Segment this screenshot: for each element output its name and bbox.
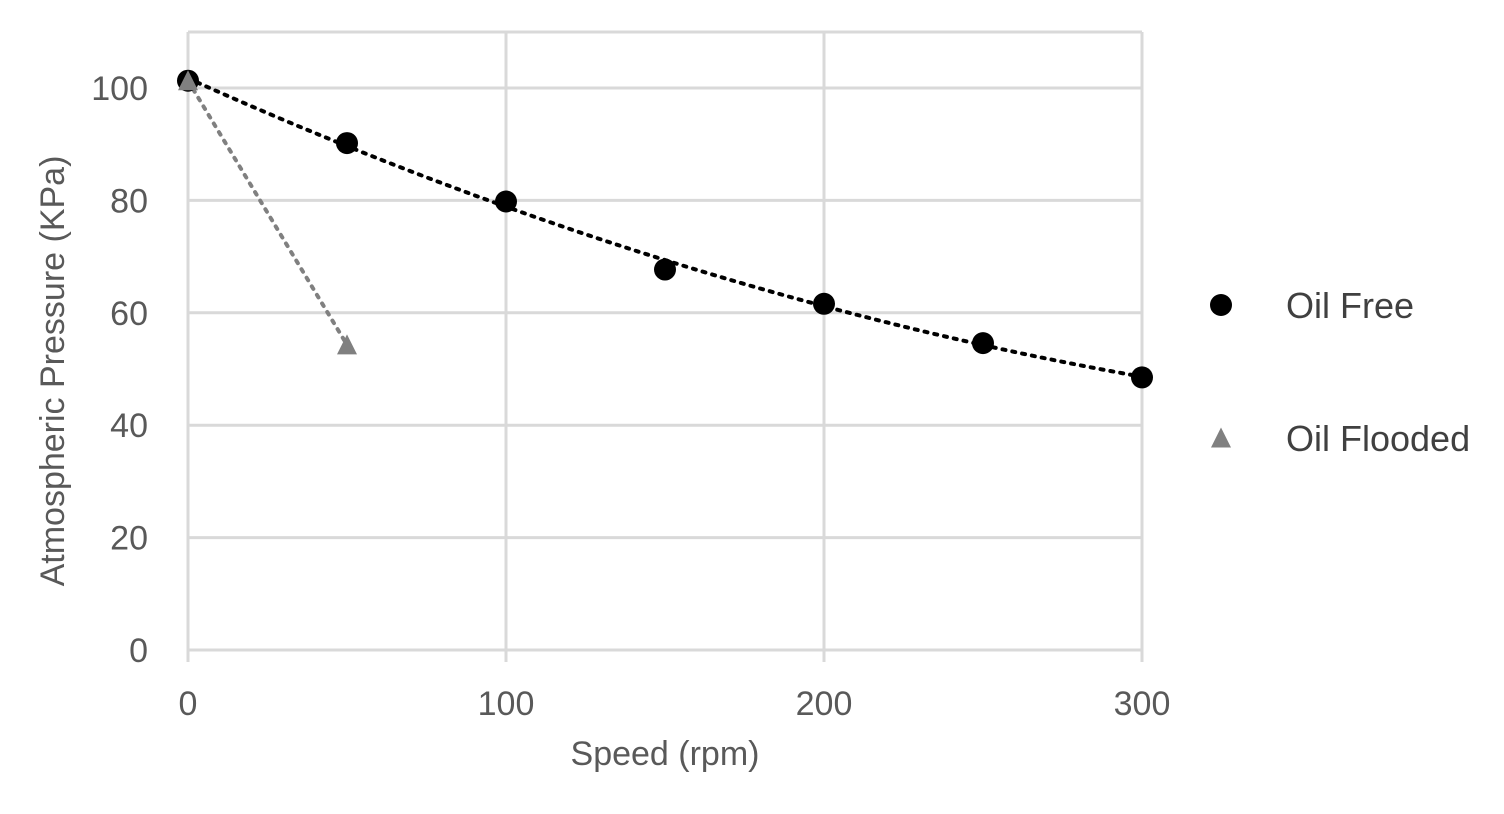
y-tick-label: 0	[129, 632, 148, 670]
x-axis-title: Speed (rpm)	[571, 735, 760, 773]
legend-marker	[1210, 294, 1232, 316]
x-tick-label: 200	[796, 685, 853, 723]
legend: Oil Free Oil Flooded	[1210, 285, 1470, 459]
y-tick-label: 60	[110, 295, 148, 333]
grid	[186, 30, 1144, 662]
data-point-series-0	[654, 258, 676, 281]
legend-item: Oil Flooded	[1211, 418, 1470, 459]
tick-labels: 0 100 200 300 0 20 40 60 80 100	[91, 70, 1170, 723]
data-point-series-0	[1131, 366, 1153, 389]
trendlines	[186, 76, 1144, 379]
data-point-series-0	[972, 332, 994, 355]
trendline-series-1	[186, 78, 349, 347]
y-tick-label: 100	[91, 70, 148, 108]
x-tick-label: 100	[478, 685, 535, 723]
x-tick-label: 300	[1114, 685, 1171, 723]
y-tick-label: 80	[110, 182, 148, 220]
legend-label: Oil Free	[1286, 285, 1414, 326]
legend-marker	[1211, 427, 1231, 448]
data-points	[177, 69, 1153, 389]
data-point-series-0	[813, 292, 835, 315]
trendline-series-0	[186, 76, 1144, 379]
x-tick-label: 0	[179, 685, 198, 723]
data-point-series-0	[495, 190, 517, 213]
y-tick-label: 40	[110, 407, 148, 445]
data-point-series-1	[337, 334, 357, 355]
data-point-series-0	[336, 132, 358, 155]
y-tick-label: 20	[110, 520, 148, 558]
y-axis-title: Atmospheric Pressure (KPa)	[34, 156, 72, 587]
legend-label: Oil Flooded	[1286, 418, 1470, 459]
legend-item: Oil Free	[1210, 285, 1414, 326]
data-point-series-1	[178, 70, 198, 91]
